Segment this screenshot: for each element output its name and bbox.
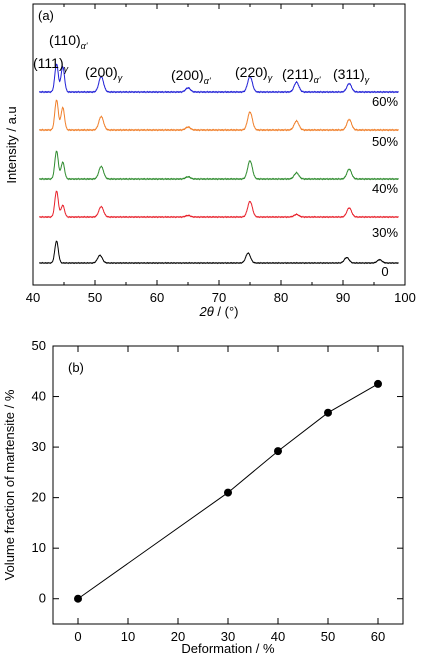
panel-b-x-tick-label: 20	[171, 629, 185, 644]
series-line-1	[39, 190, 399, 219]
peak-label-0: (111)γ	[33, 55, 69, 74]
panel-a-x-tick-label: 80	[274, 290, 288, 305]
panel-b-y-tick-label: 10	[32, 540, 46, 555]
panel-b-label: (b)	[68, 360, 84, 375]
peak-label-phase: γ	[268, 73, 273, 83]
panel-a-x-tick-label: 40	[26, 290, 40, 305]
panel-b-y-tick-label: 0	[39, 591, 46, 606]
series-label-4: 60%	[372, 94, 398, 109]
series-label-0: 0	[381, 264, 388, 279]
panel-b-y-axis-label: Volume fraction of martensite / %	[2, 389, 17, 580]
panel-b-x-axis-label: Deformation / %	[181, 641, 275, 656]
panel-a-x-tick-label: 50	[88, 290, 102, 305]
peak-label-6: (311)γ	[333, 66, 370, 85]
panel-a-frame	[32, 3, 406, 286]
peak-label-phase: α'	[204, 76, 211, 86]
panel-b-y-tick-label: 30	[32, 439, 46, 454]
panel-b-y-tick-label: 40	[32, 389, 46, 404]
peak-label-4: (220)γ	[235, 64, 273, 83]
peak-label-phase: α'	[81, 41, 88, 51]
panel-b-data-point	[224, 488, 232, 497]
panel-b-y-tick-label: 50	[32, 338, 46, 353]
panel-a-x-tick-label: 70	[212, 290, 226, 305]
panel-a-x-tick-label: 100	[394, 290, 416, 305]
panel-a-x-axis: 40 50 60 70 80 90 100	[26, 4, 416, 305]
series-line-4	[39, 63, 399, 94]
panel-b-x-tick-label: 40	[271, 629, 285, 644]
peak-label-phase: γ	[365, 75, 370, 85]
panel-b-x-tick-label: 30	[221, 629, 235, 644]
series-line-2	[39, 150, 399, 181]
peak-label-plane: (200)	[85, 64, 118, 80]
peak-label-1: (110)α'	[49, 32, 88, 51]
panel-a-label: (a)	[38, 8, 54, 23]
panel-b: (b) 0 10 20 30 40 50 60 0 10 20 30 40 50 Volume frac…	[2, 338, 404, 656]
peak-label-plane: (211)	[282, 66, 314, 82]
panel-a-y-axis-label: Intensity / a.u	[4, 106, 19, 183]
panel-b-x-tick-label: 10	[121, 629, 135, 644]
peak-label-plane: (220)	[235, 64, 268, 80]
panel-a-x-tick-label: 90	[336, 290, 350, 305]
panel-b-x-tick-label: 50	[321, 629, 335, 644]
panel-b-frame	[52, 345, 404, 625]
peak-label-plane: (111)	[33, 55, 64, 71]
peak-label-plane: (110)	[49, 32, 81, 48]
peak-label-phase: γ	[64, 64, 69, 74]
series-line-0	[39, 240, 399, 265]
panel-b-x-tick-label: 60	[371, 629, 385, 644]
series-label-3: 50%	[372, 134, 398, 149]
peak-label-5: (211)α'	[282, 66, 321, 85]
panel-a-x-tick-label: 60	[150, 290, 164, 305]
panel-a-x-axis-label: 2θ / (°)	[199, 304, 239, 319]
panel-b-data-point	[74, 594, 82, 603]
panel-b-data-point	[374, 379, 382, 388]
series-label-1: 30%	[372, 225, 398, 240]
panel-a-x-axis-unit: / (°)	[214, 304, 239, 319]
peak-label-3: (200)α'	[171, 67, 211, 86]
panel-b-data-point	[274, 447, 282, 456]
panel-b-y-tick-label: 20	[32, 490, 46, 505]
peak-label-2: (200)γ	[85, 64, 123, 83]
peak-label-plane: (200)	[171, 67, 204, 83]
series-label-2: 40%	[372, 181, 398, 196]
peak-label-phase: α'	[314, 75, 321, 85]
panel-a-peak-labels: (111)γ(110)α'(200)γ (200)α'(220)γ (211)α'(…	[33, 32, 370, 86]
panel-a-series: 0 30% 40% 50% 60%	[39, 63, 399, 279]
panel-a: (a) 40 50 60 70 80 90 100 030%40%50%60% (111)γ…	[4, 3, 416, 319]
panel-b-axes: 0 10 20 30 40 50 60 0 10 20 30 40 50	[32, 338, 403, 644]
panel-a-x-axis-symbol: 2θ	[199, 304, 214, 319]
panel-b-data	[74, 379, 382, 603]
peak-label-plane: (311)	[333, 66, 365, 82]
panel-b-data-point	[324, 408, 332, 417]
panel-b-x-tick-label: 0	[74, 629, 81, 644]
peak-label-phase: γ	[118, 73, 123, 83]
series-line-3	[39, 99, 399, 132]
